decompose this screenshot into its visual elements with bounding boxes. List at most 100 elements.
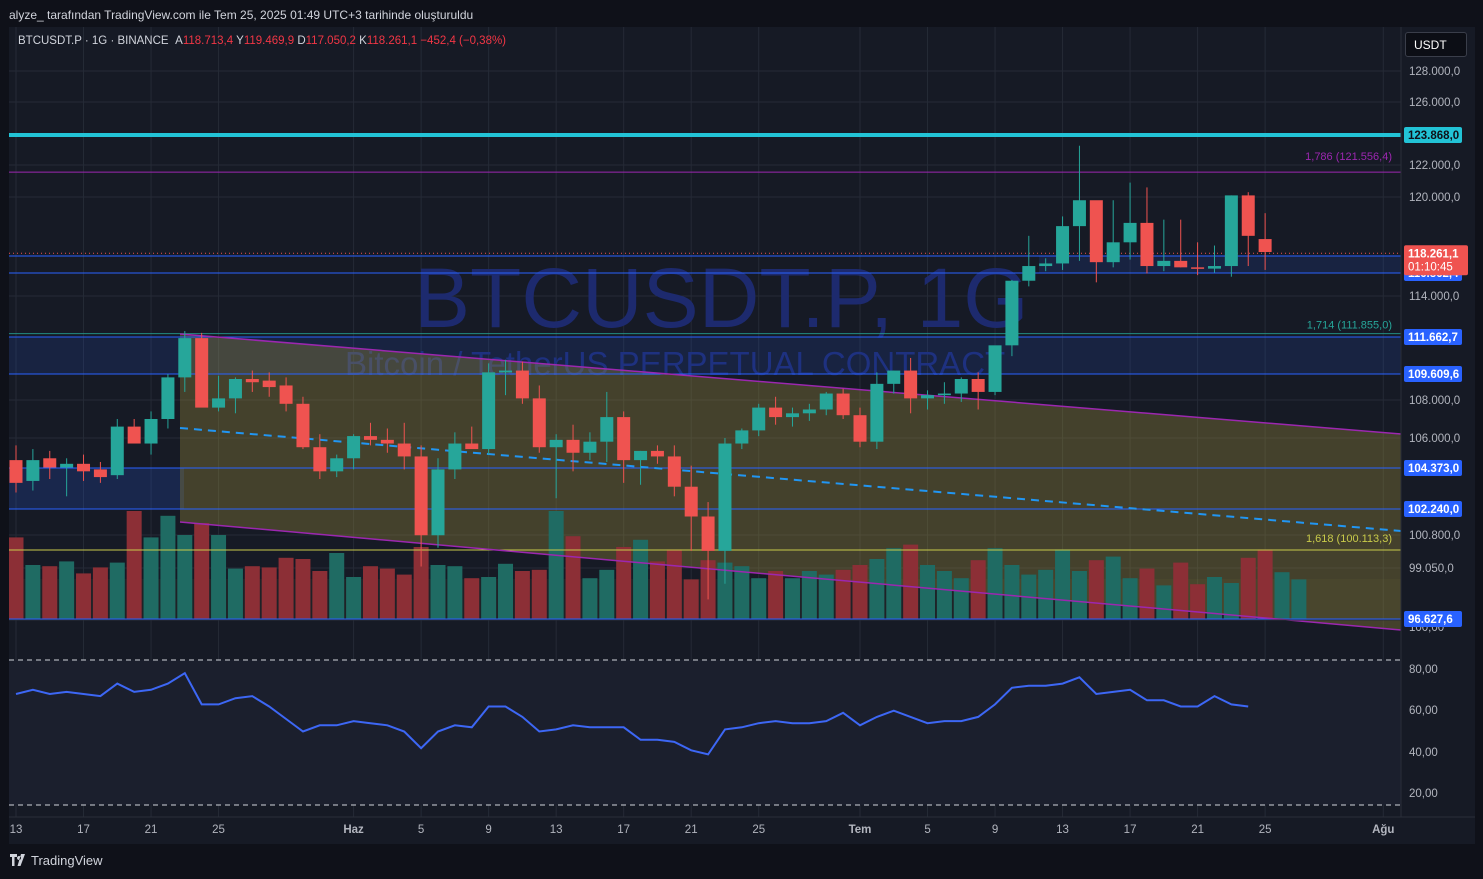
open-label: A [175,35,183,47]
candle-body [347,436,361,459]
candle-body [330,458,344,472]
price-tick: 100.800,0 [1409,530,1460,542]
candle-body [313,447,327,472]
price-label: 104.373,0 [1408,463,1459,475]
volume-bar [9,537,24,619]
candle-body [937,393,951,396]
time-tick: 13 [1056,824,1069,836]
volume-bar [42,566,58,619]
rsi-tick: 40,00 [1409,747,1438,759]
candle-body [954,379,968,394]
candle-body [363,436,377,440]
volume-bar [430,565,446,619]
volume-bar [1173,562,1189,619]
candle-body [77,463,91,472]
volume-bar [194,523,210,619]
candle-body [718,443,732,551]
volume-bar [346,577,362,619]
candle-body [617,417,631,461]
candle-body [988,345,1002,392]
resistance-zone [1039,256,1401,273]
volume-bar [649,561,665,619]
time-tick: 21 [1191,824,1204,836]
volume-bar [177,535,193,619]
price-label-bg [1404,460,1462,476]
candle-body [1005,280,1019,346]
volume-bar [362,566,378,619]
candle-body [566,439,580,453]
candle-body [26,460,40,481]
candle-body [769,407,783,418]
volume-bar [295,559,311,619]
candle-body [482,372,496,450]
volume-bar [936,571,952,619]
candle-body [1022,266,1036,281]
candle-body [1174,260,1188,268]
volume-bar [498,563,514,619]
price-tick: 122.000,0 [1409,160,1460,172]
volume-bar [683,579,699,619]
currency-button[interactable]: USDT [1405,32,1467,57]
candle-body [1056,226,1070,264]
volume-bar [396,574,412,619]
candle-body [212,398,226,408]
candle-body [532,398,546,448]
time-tick: 25 [212,824,225,836]
candle-body [836,393,850,416]
volume-bar [1223,583,1239,619]
volume-bar [76,573,92,619]
high-label: Y [236,35,244,47]
time-tick: 13 [550,824,563,836]
price-tick: 114.000,0 [1409,291,1459,303]
price-axis-bg [1401,27,1475,844]
tradingview-logo[interactable]: TradingView [10,853,103,868]
fib-label: 1,786 (121.556,4) [1305,151,1392,163]
channel-upper-line [179,333,1402,435]
volume-bar [751,578,767,619]
fib-label: 1,618 (100.113,3) [1306,533,1392,545]
candle-body [1207,266,1221,269]
time-tick: Ağu [1372,824,1394,836]
candle-body [178,338,192,378]
volume-bar [143,537,159,619]
time-tick: 17 [617,824,630,836]
candle-body [819,393,833,410]
time-tick: 21 [685,824,698,836]
candle-body [144,419,158,444]
volume-bar [565,536,581,619]
candle-body [684,486,698,517]
candle-body [1039,263,1053,267]
price-label-bg [1404,501,1462,517]
volume-bar [1291,579,1307,619]
volume-bar [160,515,176,619]
volume-bar [616,547,632,619]
channel-lower-line [179,521,1402,631]
low-label: D [297,35,306,47]
volume-bar [59,561,75,619]
volume-bar [852,565,868,619]
symbol-name[interactable]: BTCUSDT.P · 1G · BINANCE [18,35,169,47]
candle-body [245,379,259,383]
volume-bar [1139,568,1155,619]
time-tick: Tem [849,824,872,836]
volume-bar [1105,556,1121,619]
time-tick: 9 [992,824,998,836]
candle-body [515,370,529,399]
candle-body [549,439,563,448]
price-label-bg [1404,329,1462,345]
volume-bar [548,511,564,619]
candle-body [870,383,884,442]
candle-body [802,409,816,414]
candle-body [296,403,310,448]
volume-bar [818,574,834,619]
volume-bar [1055,549,1071,619]
volume-bar [1071,571,1087,619]
chart-frame[interactable]: BTCUSDT.P, 1G Bitcoin / TetherUS PERPETUA… [9,27,1475,844]
time-tick: 13 [10,824,23,836]
change-value: −452,4 (−0,38%) [420,35,507,47]
time-tick: 25 [752,824,765,836]
candle-body [650,450,664,457]
candle-body [499,370,513,373]
volume-bar [531,569,547,619]
